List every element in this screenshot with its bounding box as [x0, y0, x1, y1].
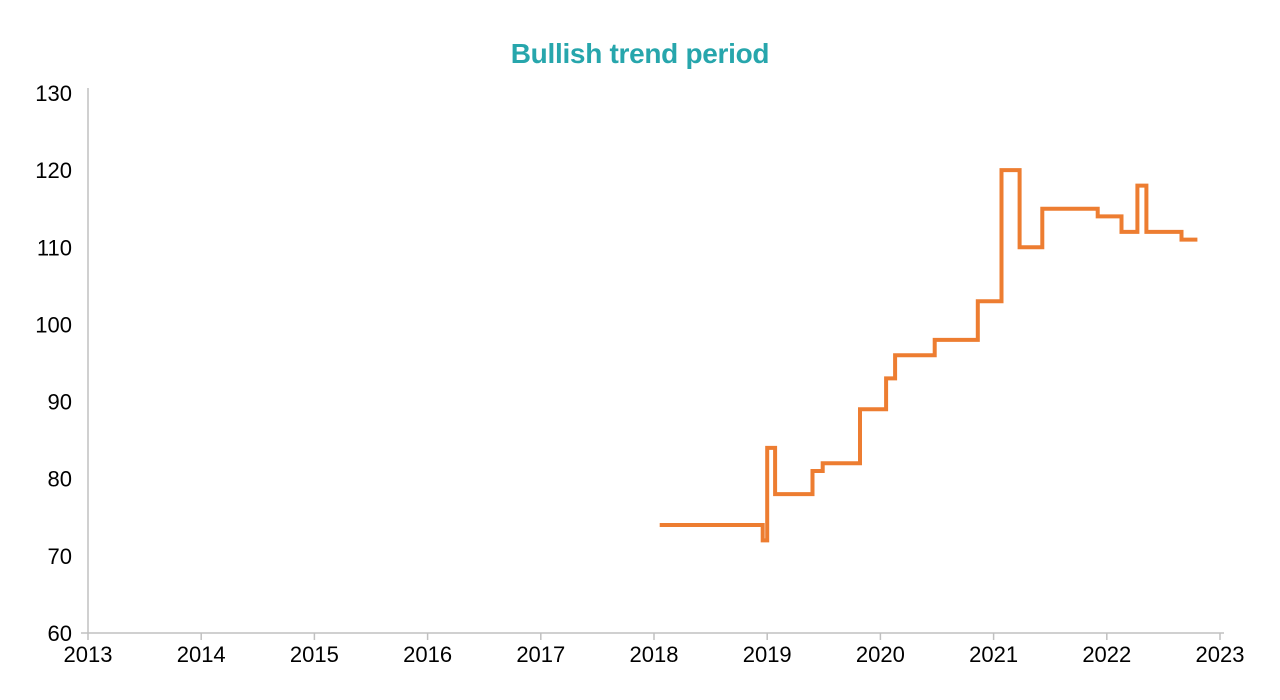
- bullish-trend-line: [659, 168, 1198, 543]
- x-axis-tick-label: 2015: [290, 642, 339, 667]
- y-axis-tick-label: 110: [37, 235, 72, 260]
- x-axis-tick-label: 2017: [516, 642, 565, 667]
- x-axis-tick-label: 2022: [1082, 642, 1131, 667]
- x-axis-tick-label: 2016: [403, 642, 452, 667]
- x-axis-tick-label: 2020: [856, 642, 905, 667]
- x-axis-tick-label: 2014: [177, 642, 226, 667]
- x-axis-tick-label: 2021: [969, 642, 1018, 667]
- x-axis-tick-label: 2018: [630, 642, 679, 667]
- y-axis-tick-label: 70: [48, 544, 72, 569]
- y-axis-tick-label: 80: [48, 467, 72, 492]
- x-axis-tick-label: 2023: [1196, 642, 1245, 667]
- x-axis-tick-label: 2019: [743, 642, 792, 667]
- y-axis-tick-label: 130: [35, 81, 72, 106]
- y-axis-tick-label: 100: [35, 312, 72, 337]
- y-axis-tick-label: 120: [35, 158, 72, 183]
- y-axis-tick-label: 60: [48, 621, 72, 646]
- y-axis-tick-label: 90: [48, 390, 72, 415]
- chart-title: Bullish trend period: [510, 38, 770, 69]
- x-axis-tick-label: 2013: [64, 642, 113, 667]
